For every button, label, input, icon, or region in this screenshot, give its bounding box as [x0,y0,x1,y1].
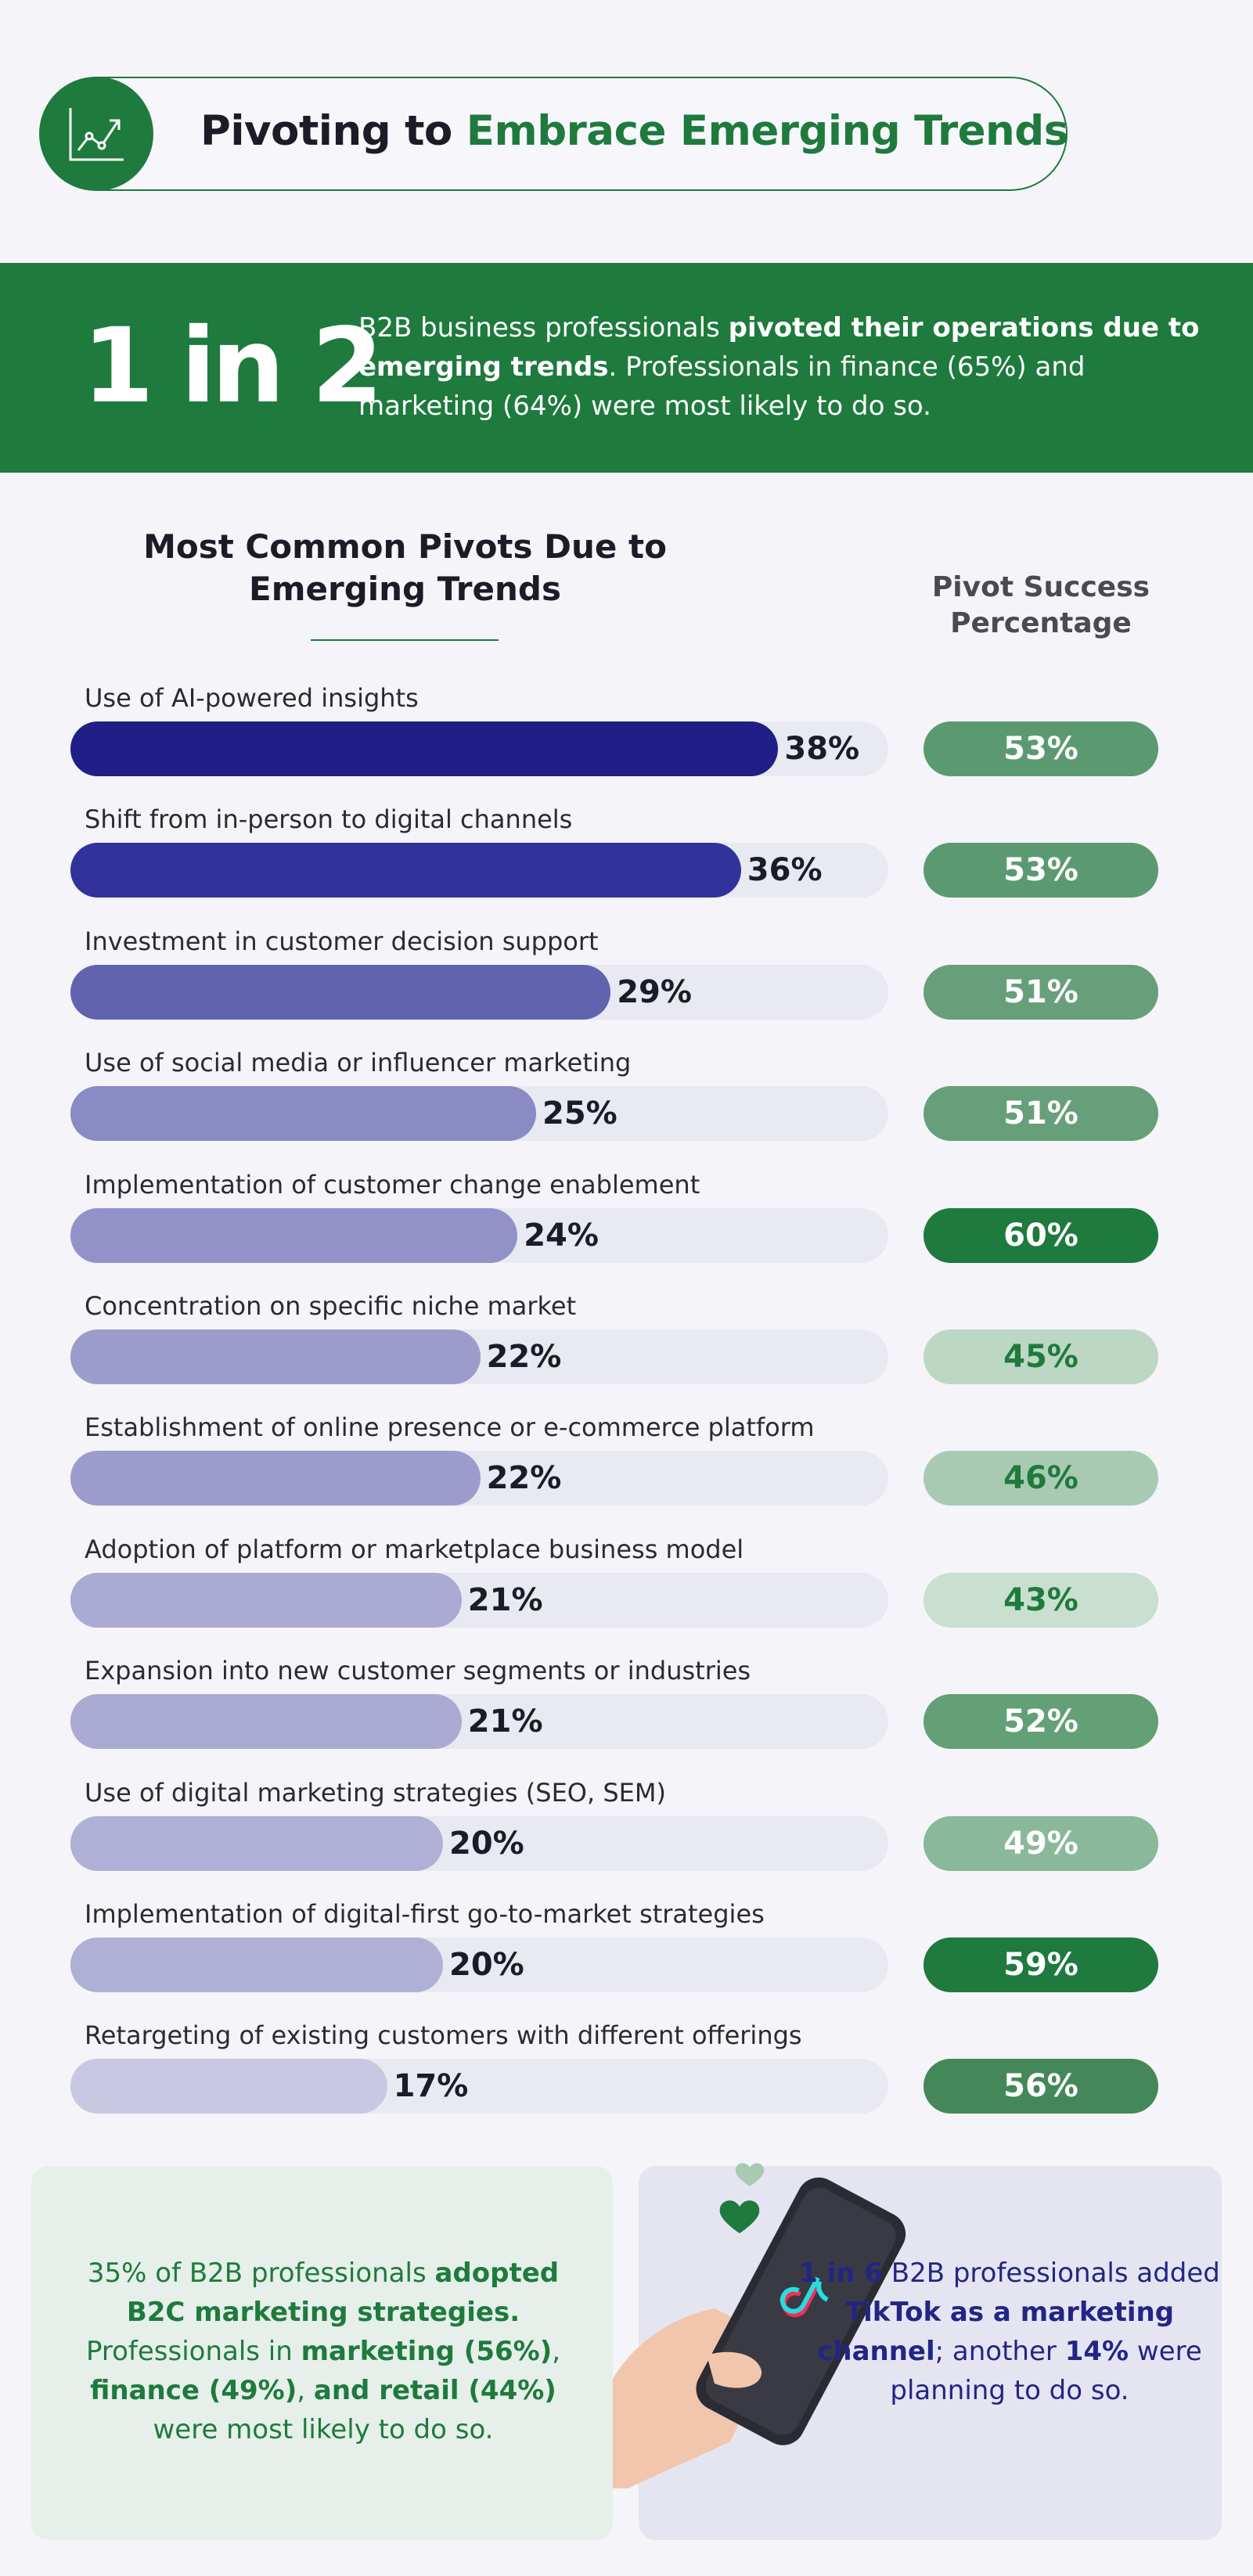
category-label: Adoption of platform or marketplace busi… [85,1534,744,1564]
chart-title: Most Common Pivots Due to Emerging Trend… [143,527,667,608]
banner-text-lead: B2B business professionals [358,312,729,344]
tiktok-bold-1: 1 in 6 [799,2258,883,2289]
bar [70,843,741,898]
thumb-shape [707,2351,762,2388]
bar [70,1694,462,1750]
category-label: Shift from in-person to digital channels [85,804,573,835]
b2c-bold-1: adopted B2C marketing strategies. [126,2258,560,2328]
bar-value-label: 21% [467,1581,543,1618]
b2c-text-1: 35% of B2B professionals [87,2258,435,2289]
success-pill: 51% [924,964,1158,1020]
bar-value-label: 25% [542,1096,617,1132]
bar-value-label: 20% [449,1947,524,1983]
tiktok-bold-2: TikTok as a marketing channel [817,2297,1175,2367]
bar [70,1815,443,1871]
b2c-text-2: Professionals in [85,2336,301,2367]
page-title: Pivoting to Embrace Emerging Trends [200,100,1068,163]
bar [70,1329,481,1384]
success-pill: 53% [924,721,1158,776]
tiktok-text-1: B2B professionals added [882,2258,1220,2289]
banner-text-bold: pivoted their operations due to emerging… [358,312,1200,383]
category-label: Expansion into new customer segments or … [85,1656,751,1686]
page-title-lead: Pivoting to [200,107,466,155]
header-pill [41,77,1068,191]
b2c-card [31,2166,613,2540]
success-pill: 49% [924,1815,1158,1871]
bar-value-label: 36% [747,852,823,889]
bar [70,964,611,1020]
bar [70,1572,462,1628]
success-pill: 46% [924,1451,1158,1506]
banner-text-tail: . Professionals in finance (65%) and mar… [358,351,1086,422]
b2c-text-5: were most likely to do so. [153,2414,494,2445]
success-pill: 56% [924,2059,1158,2114]
bar-value-label: 22% [486,1460,562,1497]
phone-illustration [613,2163,906,2488]
bar [70,721,779,776]
tiktok-text-2: ; another [934,2336,1065,2367]
b2c-card-text: 35% of B2B professionals adopted B2C mar… [69,2254,578,2449]
bar-value-label: 29% [617,973,692,1010]
category-label: Retargeting of existing customers with d… [85,2020,802,2051]
category-label: Concentration on specific niche market [85,1291,577,1321]
bar-value-label: 21% [467,1704,543,1740]
stat-banner [0,263,1253,473]
category-label: Use of digital marketing strategies (SEO… [85,1777,666,1808]
bar-value-label: 22% [486,1339,562,1375]
success-column-title: Pivot Success Percentage [931,571,1150,639]
category-label: Investment in customer decision support [85,926,599,956]
bar-value-label: 38% [784,731,860,767]
category-label: Use of AI-powered insights [85,683,419,713]
bar [70,2059,387,2114]
bar [70,1937,443,1992]
header-icon-badge [39,77,153,191]
page-title-accent: Embrace Emerging Trends [466,107,1068,155]
chart-trend-icon [69,108,124,161]
bar-value-label: 24% [524,1217,599,1254]
b2c-bold-3: finance (49%) [90,2375,297,2406]
bar-value-label: 17% [393,2068,469,2105]
bar [70,1451,481,1506]
success-pill: 53% [924,843,1158,898]
category-label: Use of social media or influencer market… [85,1048,632,1078]
success-pill: 45% [924,1329,1158,1384]
tiktok-card-text: 1 in 6 B2B professionals added TikTok as… [790,2254,1229,2410]
success-pill: 59% [924,1937,1158,1992]
success-pill: 43% [924,1572,1158,1628]
success-pill: 52% [924,1694,1158,1750]
tiktok-bold-3: 14% [1064,2336,1129,2367]
success-pill: 60% [924,1207,1158,1263]
success-pill: 51% [924,1086,1158,1142]
b2c-text-3: , [552,2336,561,2367]
bar-value-label: 20% [449,1825,524,1862]
b2c-text-4: , [297,2375,314,2406]
b2c-bold-4: and retail (44%) [313,2375,556,2406]
tiktok-logo-icon [780,2276,829,2318]
heart-icon [735,2163,765,2186]
b2c-bold-2: marketing (56%) [301,2336,553,2367]
heart-icon [719,2200,760,2233]
banner-text: B2B business professionals pivoted their… [358,308,1204,426]
category-label: Implementation of digital-first go-to-ma… [85,1899,765,1929]
bar [70,1086,536,1142]
category-label: Implementation of customer change enable… [85,1169,700,1200]
title-divider [311,639,499,641]
tiktok-text-3: were planning to do so. [890,2336,1202,2406]
bar [70,1207,518,1263]
category-label: Establishment of online presence or e-co… [85,1412,815,1443]
banner-stat: 1 in 2 [82,306,383,426]
